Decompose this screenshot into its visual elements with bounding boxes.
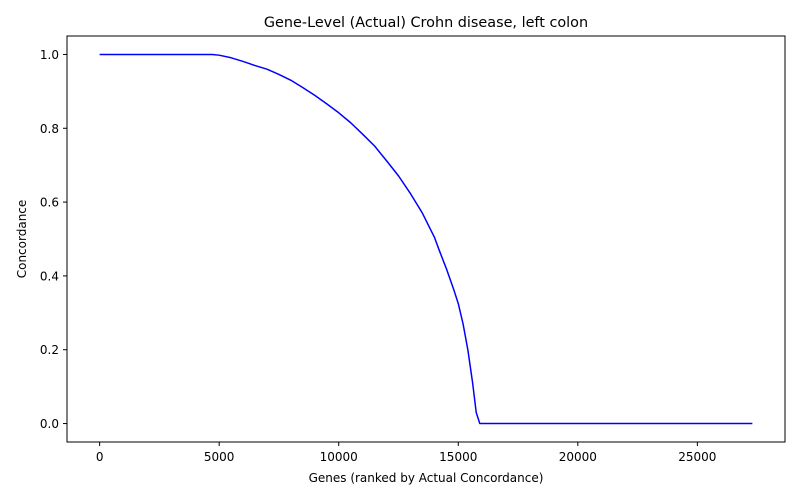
series-line-1 — [99, 53, 753, 425]
y-tick-label: 1.0 — [40, 48, 59, 62]
chart-title: Gene-Level (Actual) Crohn disease, left … — [264, 15, 588, 31]
y-tick-label: 0.2 — [40, 343, 59, 357]
y-axis-label: Concordance — [15, 200, 29, 279]
plot-frame — [66, 35, 786, 443]
y-tick-label: 0.4 — [40, 269, 59, 283]
x-tick-label: 10000 — [320, 450, 358, 464]
x-tick-label: 0 — [96, 450, 104, 464]
x-tick-label: 25000 — [678, 450, 716, 464]
x-tick-label: 15000 — [439, 450, 477, 464]
plot-area — [67, 36, 785, 442]
x-axis-label: Genes (ranked by Actual Concordance) — [309, 471, 544, 485]
y-tick-label: 0.0 — [40, 417, 59, 431]
x-tick-label: 20000 — [559, 450, 597, 464]
x-tick-label: 5000 — [204, 450, 235, 464]
y-tick-label: 0.6 — [40, 196, 59, 210]
y-tick-label: 0.8 — [40, 122, 59, 136]
